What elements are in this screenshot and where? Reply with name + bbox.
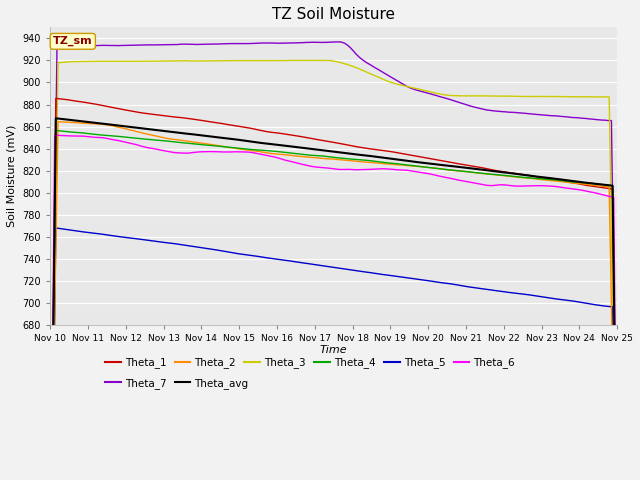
Theta_7 bbox=[601, 117, 609, 123]
Theta_6 bbox=[51, 132, 58, 138]
Theta_4 bbox=[354, 157, 362, 163]
Theta_6 bbox=[512, 183, 520, 189]
Theta_1 bbox=[601, 185, 609, 191]
Line: Theta_4: Theta_4 bbox=[50, 131, 617, 480]
Theta_7 bbox=[385, 73, 392, 79]
Theta_3 bbox=[601, 94, 609, 100]
Line: Theta_1: Theta_1 bbox=[50, 98, 617, 480]
Theta_5 bbox=[601, 303, 609, 309]
Line: Theta_5: Theta_5 bbox=[50, 228, 617, 480]
Theta_1 bbox=[317, 137, 324, 143]
Theta_avg bbox=[52, 115, 60, 121]
Theta_3 bbox=[316, 58, 323, 63]
Theta_6 bbox=[317, 165, 324, 170]
Theta_1 bbox=[354, 144, 362, 150]
Y-axis label: Soil Moisture (mV): Soil Moisture (mV) bbox=[7, 125, 17, 228]
Theta_2 bbox=[512, 174, 520, 180]
Theta_5 bbox=[52, 225, 60, 231]
Theta_6 bbox=[601, 192, 609, 198]
Theta_avg bbox=[354, 152, 362, 157]
Theta_7 bbox=[319, 39, 326, 45]
Theta_1 bbox=[52, 96, 60, 101]
Theta_2 bbox=[354, 158, 362, 164]
Theta_5 bbox=[320, 263, 328, 269]
Theta_4 bbox=[52, 128, 60, 133]
Theta_6 bbox=[354, 167, 362, 173]
Theta_2 bbox=[601, 183, 609, 189]
Theta_5 bbox=[512, 290, 520, 296]
Theta_4 bbox=[601, 182, 609, 188]
Theta_avg bbox=[385, 156, 392, 161]
Theta_5 bbox=[354, 268, 362, 274]
Theta_avg bbox=[601, 182, 609, 188]
Theta_4 bbox=[320, 153, 328, 159]
Theta_4 bbox=[385, 160, 392, 166]
Theta_2 bbox=[385, 161, 392, 167]
Theta_7 bbox=[316, 39, 323, 45]
Theta_5 bbox=[385, 272, 392, 278]
Theta_4 bbox=[512, 174, 520, 180]
Line: Theta_7: Theta_7 bbox=[50, 42, 617, 480]
Theta_7 bbox=[336, 39, 344, 45]
Theta_3 bbox=[354, 65, 362, 71]
Theta_avg bbox=[512, 171, 520, 177]
Title: TZ Soil Moisture: TZ Soil Moisture bbox=[272, 7, 395, 22]
Theta_1 bbox=[385, 148, 392, 154]
Theta_3 bbox=[319, 58, 326, 63]
Theta_2 bbox=[54, 119, 62, 125]
Theta_1 bbox=[320, 138, 328, 144]
Text: TZ_sm: TZ_sm bbox=[53, 36, 93, 47]
Theta_4 bbox=[317, 153, 324, 159]
Theta_6 bbox=[320, 165, 328, 171]
Theta_3 bbox=[320, 58, 328, 63]
Theta_avg bbox=[317, 147, 324, 153]
Theta_2 bbox=[317, 156, 324, 161]
Theta_7 bbox=[512, 110, 520, 116]
Theta_avg bbox=[320, 147, 328, 153]
Line: Theta_3: Theta_3 bbox=[50, 60, 617, 480]
Line: Theta_2: Theta_2 bbox=[50, 122, 617, 480]
Theta_6 bbox=[385, 166, 392, 172]
Theta_3 bbox=[385, 79, 392, 84]
Theta_1 bbox=[512, 171, 520, 177]
Line: Theta_6: Theta_6 bbox=[50, 135, 617, 480]
Legend: Theta_7, Theta_avg: Theta_7, Theta_avg bbox=[100, 374, 253, 393]
Theta_2 bbox=[320, 156, 328, 161]
Line: Theta_avg: Theta_avg bbox=[50, 118, 617, 480]
Theta_3 bbox=[512, 94, 520, 99]
Theta_7 bbox=[354, 53, 362, 59]
X-axis label: Time: Time bbox=[320, 345, 348, 355]
Theta_5 bbox=[317, 263, 324, 268]
